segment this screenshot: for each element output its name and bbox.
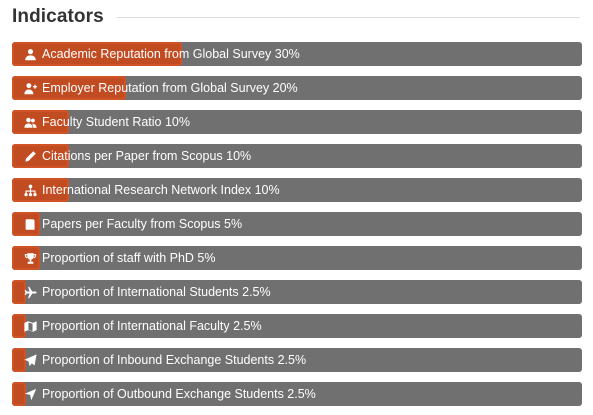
users-icon	[22, 114, 38, 130]
location-arrow-icon	[22, 386, 38, 402]
indicator-label: Proportion of staff with PhD 5%	[42, 251, 216, 265]
indicator-content: International Research Network Index 10%	[12, 178, 582, 202]
indicator-content: Proportion of Outbound Exchange Students…	[12, 382, 582, 406]
indicator-weight-bar	[12, 110, 69, 134]
indicator-label: Citations per Paper from Scopus 10%	[42, 149, 252, 163]
indicator-list: Academic Reputation from Global Survey 3…	[12, 42, 582, 415]
indicator-label: Papers per Faculty from Scopus 5%	[42, 217, 243, 231]
indicator-content: Citations per Paper from Scopus 10%	[12, 144, 582, 168]
indicator-label: Employer Reputation from Global Survey 2…	[42, 81, 298, 95]
indicator-label: Proportion of International Faculty 2.5%	[42, 319, 262, 333]
indicator-label: Academic Reputation from Global Survey 3…	[42, 47, 300, 61]
indicator-row[interactable]: Citations per Paper from Scopus 10%	[12, 144, 582, 168]
indicator-label: Proportion of Inbound Exchange Students …	[42, 353, 307, 367]
network-icon	[22, 182, 38, 198]
indicator-weight-bar	[12, 348, 26, 372]
indicator-row[interactable]: Proportion of staff with PhD 5%	[12, 246, 582, 270]
indicator-row[interactable]: International Research Network Index 10%	[12, 178, 582, 202]
user-icon	[22, 46, 38, 62]
indicator-row[interactable]: Proportion of Inbound Exchange Students …	[12, 348, 582, 372]
indicator-label: Proportion of Outbound Exchange Students…	[42, 387, 316, 401]
indicator-content: Academic Reputation from Global Survey 3…	[12, 42, 582, 66]
indicator-content: Proportion of staff with PhD 5%	[12, 246, 582, 270]
indicator-content: Faculty Student Ratio 10%	[12, 110, 582, 134]
indicator-label: International Research Network Index 10%	[42, 183, 280, 197]
indicator-row[interactable]: Employer Reputation from Global Survey 2…	[12, 76, 582, 100]
indicator-label: Faculty Student Ratio 10%	[42, 115, 190, 129]
plane-icon	[22, 284, 38, 300]
map-icon	[22, 318, 38, 334]
indicator-weight-bar	[12, 178, 69, 202]
indicator-row[interactable]: Proportion of International Students 2.5…	[12, 280, 582, 304]
indicator-weight-bar	[12, 246, 40, 270]
indicator-weight-bar	[12, 144, 69, 168]
trophy-icon	[22, 250, 38, 266]
pencil-icon	[22, 148, 38, 164]
indicator-row[interactable]: Faculty Student Ratio 10%	[12, 110, 582, 134]
indicator-row[interactable]: Papers per Faculty from Scopus 5%	[12, 212, 582, 236]
heading-divider	[117, 17, 580, 18]
send-icon	[22, 352, 38, 368]
indicator-label: Proportion of International Students 2.5…	[42, 285, 271, 299]
indicator-content: Employer Reputation from Global Survey 2…	[12, 76, 582, 100]
indicator-content: Proportion of International Faculty 2.5%	[12, 314, 582, 338]
indicator-weight-bar	[12, 76, 126, 100]
indicator-content: Proportion of International Students 2.5…	[12, 280, 582, 304]
indicator-row[interactable]: Proportion of International Faculty 2.5%	[12, 314, 582, 338]
indicator-weight-bar	[12, 382, 26, 406]
indicator-content: Papers per Faculty from Scopus 5%	[12, 212, 582, 236]
book-icon	[22, 216, 38, 232]
indicator-weight-bar	[12, 42, 182, 66]
indicator-row[interactable]: Proportion of Outbound Exchange Students…	[12, 382, 582, 406]
user-plus-icon	[22, 80, 38, 96]
page-title: Indicators	[12, 6, 104, 27]
indicator-content: Proportion of Inbound Exchange Students …	[12, 348, 582, 372]
indicator-row[interactable]: Academic Reputation from Global Survey 3…	[12, 42, 582, 66]
